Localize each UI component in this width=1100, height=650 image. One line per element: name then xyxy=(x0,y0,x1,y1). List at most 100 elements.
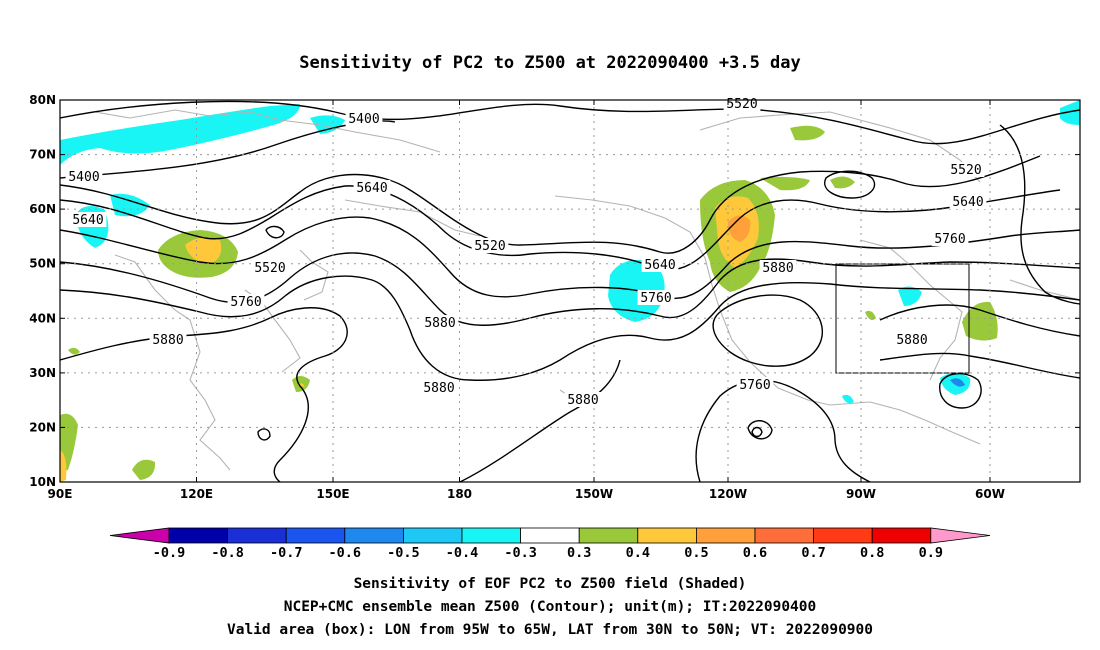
contour-label-bg xyxy=(637,290,675,305)
contour-label: 5640 xyxy=(72,213,103,228)
shade-siberia xyxy=(60,104,300,165)
contour-label: 5640 xyxy=(356,181,387,196)
contour-label: 5880 xyxy=(762,261,793,276)
contour-label: 5880 xyxy=(423,381,454,396)
lon-label: 120E xyxy=(180,487,213,501)
colorbar-label: 0.7 xyxy=(801,545,825,561)
colorbar-box xyxy=(520,527,580,544)
lon-label: 60W xyxy=(975,487,1005,501)
colorbar-box xyxy=(461,527,521,544)
lat-label: 40N xyxy=(29,311,56,325)
contour-label: 5400 xyxy=(348,112,379,127)
lon-label: 120W xyxy=(709,487,747,501)
colorbar-label: 0.9 xyxy=(919,545,943,561)
colorbar-box xyxy=(402,527,463,544)
lon-label: 150W xyxy=(575,487,613,501)
colorbar-box xyxy=(871,527,932,544)
colorbar-label: -0.9 xyxy=(153,545,186,561)
contour-label: 5640 xyxy=(952,195,983,210)
lat-label: 20N xyxy=(29,420,56,434)
contour-label-bg xyxy=(564,392,602,407)
contour-label-bg xyxy=(420,380,458,395)
coastlines xyxy=(60,109,1080,471)
contour-label: 5520 xyxy=(254,261,285,276)
shade-cyan-box xyxy=(898,286,922,306)
contour-label-bg xyxy=(65,169,103,184)
contour-label-bg xyxy=(353,180,391,195)
map-background xyxy=(60,100,1080,482)
contour-label-bg xyxy=(345,111,383,126)
map-panel: 5520 5400 5400 5640 5640 5520 5760 5880 5520 5640… xyxy=(29,93,1081,501)
colorbar-label: 0.3 xyxy=(567,545,591,561)
caption-line-2: NCEP+CMC ensemble mean Z500 (Contour); u… xyxy=(284,599,817,615)
colorbar-label: -0.7 xyxy=(270,545,303,561)
lat-label: 80N xyxy=(29,93,56,107)
shade-green-dot xyxy=(68,347,80,355)
colorbar-box xyxy=(227,527,287,544)
contour-label: 5520 xyxy=(474,239,505,254)
colorbar-label: 0.8 xyxy=(860,545,884,561)
colorbar-label: -0.3 xyxy=(504,545,537,561)
shade-yellow-india xyxy=(60,450,67,482)
contour-label: 5760 xyxy=(640,291,671,306)
shade-siberia-b xyxy=(310,115,345,134)
contour-label-bg xyxy=(69,212,107,227)
contour-label-bg xyxy=(759,260,797,275)
lat-label: 50N xyxy=(29,257,56,271)
longitude-axis: 90E 120E 150E 180 150W 120W 90W 60W xyxy=(48,100,1005,501)
lat-label: 10N xyxy=(29,475,56,489)
shade-yellow-japan-south xyxy=(298,383,305,387)
contour-label: 5760 xyxy=(230,295,261,310)
colorbar-over-triangle xyxy=(930,527,991,544)
contour-label: 5880 xyxy=(424,316,455,331)
valid-area-box xyxy=(835,263,970,374)
contour-label: 5520 xyxy=(726,97,757,112)
shade-west-b xyxy=(110,193,150,217)
colorbar-box xyxy=(578,527,639,544)
contour-label: 5400 xyxy=(68,170,99,185)
contour-label: 5880 xyxy=(567,393,598,408)
colorbar-box xyxy=(637,527,697,544)
colorbar-box xyxy=(696,527,756,544)
colorbar-box xyxy=(754,527,814,544)
contour-label-bg xyxy=(149,332,187,347)
colorbar-label: 0.6 xyxy=(743,545,767,561)
contour-label: 5520 xyxy=(950,163,981,178)
lon-label: 180 xyxy=(447,487,472,501)
contour-label-bg xyxy=(931,231,969,246)
colorbar-box xyxy=(168,527,228,544)
shade-ne-corner xyxy=(1060,100,1080,125)
lat-label: 30N xyxy=(29,366,56,380)
shade-cyan-gulf xyxy=(842,394,854,404)
contour-label: 5880 xyxy=(152,333,183,348)
shade-orange-nw-america xyxy=(728,215,751,242)
contour-label: 5880 xyxy=(896,333,927,348)
colorbar-label: -0.5 xyxy=(387,545,420,561)
caption-line-3: Valid area (box): LON from 95W to 65W, L… xyxy=(227,622,873,638)
shade-green-box-small xyxy=(865,310,876,320)
shade-green-canada-b xyxy=(790,125,825,141)
colorbar-label: 0.4 xyxy=(626,545,650,561)
contour-label-bg xyxy=(251,260,289,275)
contour-label-bg xyxy=(947,162,985,177)
contour-label: 5640 xyxy=(644,258,675,273)
contour-label-bg xyxy=(471,238,509,253)
colorbar-label: -0.4 xyxy=(446,545,479,561)
contour-label-bg xyxy=(736,377,774,392)
colorbar-under-triangle xyxy=(109,527,170,544)
contour-label-bg xyxy=(421,315,459,330)
shade-yellow-asia xyxy=(185,237,222,264)
contour-label-bg xyxy=(893,332,931,347)
colorbar-box xyxy=(813,527,873,544)
shade-green-atlantic xyxy=(962,301,998,341)
lon-label: 150E xyxy=(316,487,349,501)
contour-label-bg xyxy=(641,257,679,272)
figure-title: Sensitivity of PC2 to Z500 at 2022090400… xyxy=(299,53,801,73)
colorbar-box xyxy=(285,527,346,544)
colorbar-label: 0.5 xyxy=(684,545,708,561)
colorbar-label: -0.8 xyxy=(211,545,244,561)
z500-contours xyxy=(60,100,1080,482)
lat-label: 70N xyxy=(29,148,56,162)
latitude-axis: 80N 70N 60N 50N 40N 30N 20N 10N xyxy=(29,93,1080,489)
